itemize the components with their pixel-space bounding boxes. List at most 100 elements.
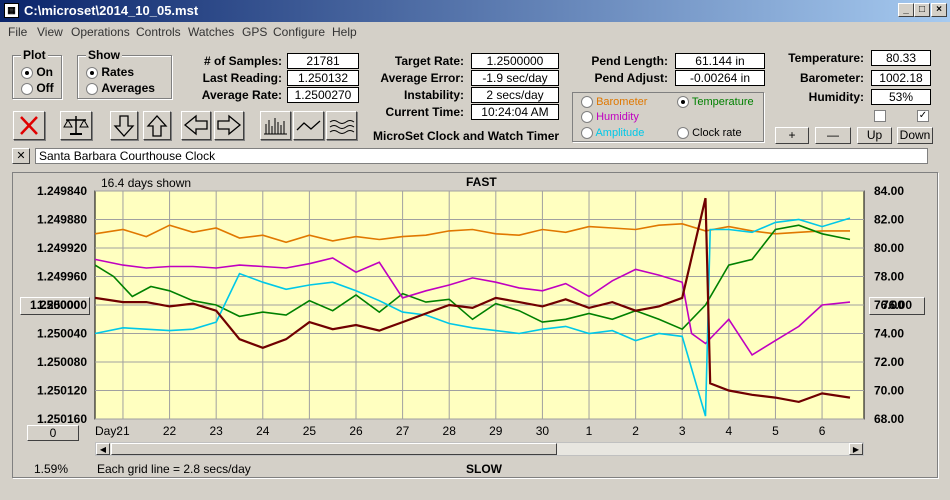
x-tick-label: 5 — [772, 424, 779, 438]
radio-dot — [86, 82, 98, 95]
left-value-button[interactable]: 1.250000 — [20, 297, 90, 315]
temperature-field: 80.33 — [871, 50, 931, 66]
chart-frame — [12, 172, 938, 478]
x-tick-label: 28 — [443, 424, 457, 438]
menu-controls[interactable]: Controls — [136, 25, 181, 39]
arrow-left-button[interactable] — [181, 111, 211, 140]
radio-dot — [677, 96, 689, 109]
radio-dot — [581, 127, 593, 140]
average-error-field: -1.9 sec/day — [471, 70, 559, 86]
series-line — [94, 217, 851, 417]
checkbox-2[interactable]: ✓ — [917, 110, 929, 122]
radio-dot — [581, 96, 593, 109]
plot-on-radio[interactable]: On — [21, 65, 53, 79]
clear-button[interactable] — [13, 111, 45, 140]
humidity-label: Humidity: — [808, 90, 864, 104]
menu-configure[interactable]: Configure — [273, 25, 326, 39]
show-group-title: Show — [86, 48, 122, 62]
line-graph-button[interactable] — [293, 111, 324, 140]
show-rates-radio[interactable]: Rates — [86, 65, 134, 79]
menu-file[interactable]: File — [8, 25, 28, 39]
scale-minus-button[interactable]: — — [815, 127, 851, 144]
plot-off-radio[interactable]: Off — [21, 81, 54, 95]
y-left-tick-label: 1.250120 — [37, 384, 87, 398]
last-reading-label: Last Reading: — [202, 71, 282, 85]
clock-name-field[interactable]: Santa Barbara Courthouse Clock — [35, 148, 928, 164]
series-line — [94, 257, 851, 356]
menu-gps[interactable]: GPS — [242, 25, 268, 39]
x-tick-label: 22 — [163, 424, 177, 438]
y-left-tick-label: 1.249960 — [37, 270, 87, 284]
right-value-button[interactable]: 76.00 — [869, 297, 925, 315]
menu-view[interactable]: View — [37, 25, 63, 39]
close-clock-button[interactable]: ✕ — [12, 148, 30, 164]
calculator-icon: ▦ — [4, 3, 19, 18]
x-tick-label: 6 — [819, 424, 826, 438]
radio-dot — [581, 111, 593, 124]
grid-note-label: Each grid line = 2.8 secs/day — [97, 462, 251, 476]
y-left-tick-label: 1.249880 — [37, 213, 87, 227]
menu-operations[interactable]: Operations — [71, 25, 130, 39]
scroll-thumb[interactable] — [111, 443, 557, 455]
menu-watches[interactable]: Watches — [188, 25, 235, 39]
target-rate-label: Target Rate: — [394, 54, 464, 68]
scale-up-button[interactable]: Up — [857, 127, 892, 144]
x-tick-label: 1 — [586, 424, 593, 438]
scale-button[interactable] — [60, 111, 92, 140]
arrow-down-button[interactable] — [110, 111, 138, 140]
x-tick-label: 24 — [256, 424, 270, 438]
radio-dot — [21, 82, 33, 95]
sensor-temperature-option[interactable]: Temperature — [677, 96, 754, 109]
sensor-clockrate-option[interactable]: Clock rate — [677, 127, 742, 140]
minimize-button[interactable]: _ — [898, 3, 914, 17]
scale-down-button[interactable]: Down — [897, 127, 933, 144]
show-averages-radio[interactable]: Averages — [86, 81, 155, 95]
balance-scale-icon — [63, 116, 89, 135]
menu-help[interactable]: Help — [332, 25, 357, 39]
y-right-tick-label: 82.00 — [874, 213, 904, 227]
x-tick-label: 29 — [489, 424, 503, 438]
slow-label: SLOW — [466, 462, 502, 476]
maximize-button[interactable]: □ — [914, 3, 930, 17]
y-left-tick-label: 1.249840 — [37, 184, 87, 198]
target-rate-field[interactable]: 1.2500000 — [471, 53, 559, 69]
sensor-barometer-option[interactable]: Barometer — [581, 96, 647, 109]
barometer-label: Barometer: — [799, 71, 864, 85]
y-right-tick-label: 74.00 — [874, 327, 904, 341]
y-right-tick-label: 70.00 — [874, 384, 904, 398]
average-rate-label: Average Rate: — [201, 88, 282, 102]
samples-label: # of Samples: — [203, 54, 282, 68]
instability-label: Instability: — [403, 88, 464, 102]
arrow-up-button[interactable] — [143, 111, 171, 140]
barometer-field: 1002.18 — [871, 70, 931, 86]
wave-icon — [329, 120, 355, 134]
menu-bar: File View Operations Controls Watches GP… — [0, 22, 950, 42]
radio-dot — [86, 66, 98, 79]
scroll-left-arrow-icon[interactable]: ◀ — [96, 443, 110, 455]
sensor-humidity-option[interactable]: Humidity — [581, 111, 639, 124]
show-averages-label: Averages — [101, 81, 155, 95]
close-button[interactable]: × — [931, 3, 947, 17]
current-time-field: 10:24:04 AM — [471, 104, 559, 120]
offset-button[interactable]: 0 — [27, 425, 79, 441]
plot-off-label: Off — [36, 81, 54, 95]
sensor-amplitude-option[interactable]: Amplitude — [581, 127, 644, 140]
horizontal-scrollbar[interactable]: ◀ ▶ — [95, 442, 864, 456]
y-right-tick-label: 76.00 — [874, 298, 904, 312]
plot-group-title: Plot — [21, 48, 48, 62]
scale-plus-button[interactable]: + — [775, 127, 809, 144]
y-right-tick-label: 78.00 — [874, 270, 904, 284]
plot-group: Plot On Off — [12, 48, 62, 99]
samples-field: 21781 — [287, 53, 359, 69]
checkbox-1[interactable] — [874, 110, 886, 122]
sensor-temperature-label: Temperature — [691, 96, 754, 108]
histogram-button[interactable] — [260, 111, 291, 140]
current-time-label: Current Time: — [385, 105, 464, 119]
scroll-right-arrow-icon[interactable]: ▶ — [849, 443, 863, 455]
arrow-right-button[interactable] — [214, 111, 244, 140]
wave-button[interactable] — [326, 111, 357, 140]
temperature-label: Temperature: — [788, 51, 864, 65]
average-error-label: Average Error: — [380, 71, 464, 85]
y-left-tick-label: 1.249920 — [37, 241, 87, 255]
pend-length-field[interactable]: 61.144 in — [675, 53, 765, 69]
